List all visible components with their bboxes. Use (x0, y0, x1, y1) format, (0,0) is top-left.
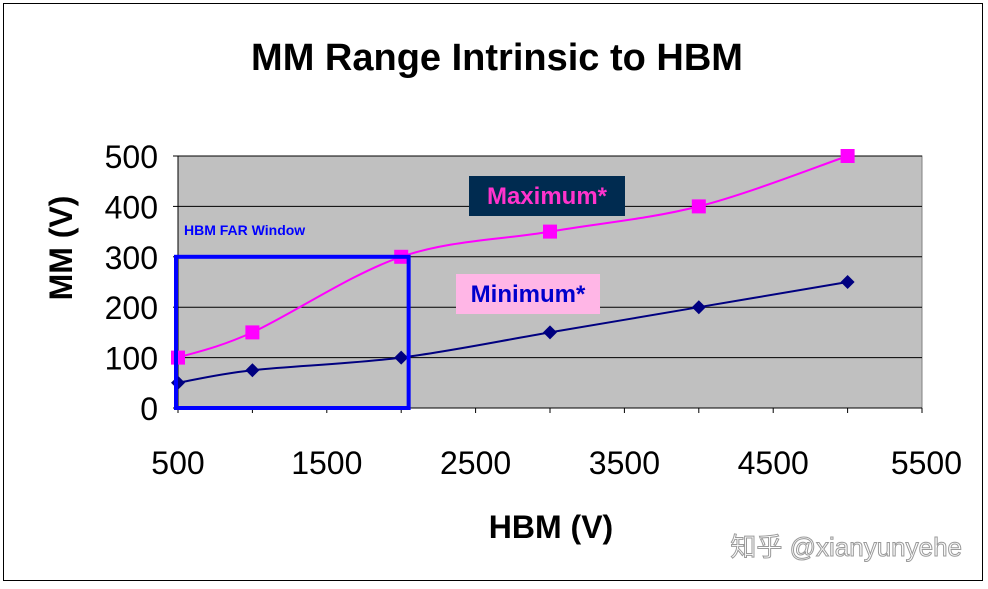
hbm-far-window-label: HBM FAR Window (184, 222, 305, 238)
x-tick-label: 1500 (291, 445, 362, 481)
y-axis: 0 100 200 300 400 500 (105, 139, 179, 427)
y-axis-label: MM (V) (43, 196, 79, 301)
chart-title: MM Range Intrinsic to HBM (251, 37, 743, 79)
y-tick-label: 100 (105, 341, 158, 377)
maximum-point (245, 325, 260, 340)
minimum-point (691, 300, 706, 315)
hbm-far-window-box (174, 254, 411, 410)
minimum-point (394, 350, 409, 365)
x-tick-label: 2500 (440, 445, 511, 481)
x-tick-label: 500 (151, 445, 204, 481)
minimum-point (245, 363, 260, 378)
x-tick-label: 4500 (738, 445, 809, 481)
minimum-point (543, 325, 557, 340)
maximum-point (691, 199, 706, 214)
y-tick-label: 500 (105, 139, 158, 175)
chart-frame: MM Range Intrinsic to HBM 500 1500 2500 350… (3, 3, 983, 581)
x-tick-label: 3500 (589, 445, 660, 481)
chart-canvas: MM Range Intrinsic to HBM 500 1500 2500 350… (43, 37, 963, 563)
minimum-label: Minimum* (471, 281, 586, 308)
x-axis-label: HBM (V) (489, 509, 613, 545)
maximum-point (840, 149, 855, 163)
y-tick-label: 300 (105, 240, 158, 276)
y-tick-label: 400 (105, 189, 158, 225)
maximum-label-box (469, 176, 625, 216)
maximum-point (543, 224, 557, 239)
minimum-point (840, 275, 855, 289)
y-tick-label: 200 (105, 290, 158, 326)
minimum-label-box (456, 274, 600, 314)
x-tick-label: 5500 (891, 445, 962, 481)
watermark: 知乎 @xianyunyehe (730, 532, 962, 562)
y-tick-label: 0 (140, 391, 158, 427)
maximum-label: Maximum* (487, 183, 608, 210)
x-axis: 500 1500 2500 3500 4500 5500 (151, 407, 962, 481)
